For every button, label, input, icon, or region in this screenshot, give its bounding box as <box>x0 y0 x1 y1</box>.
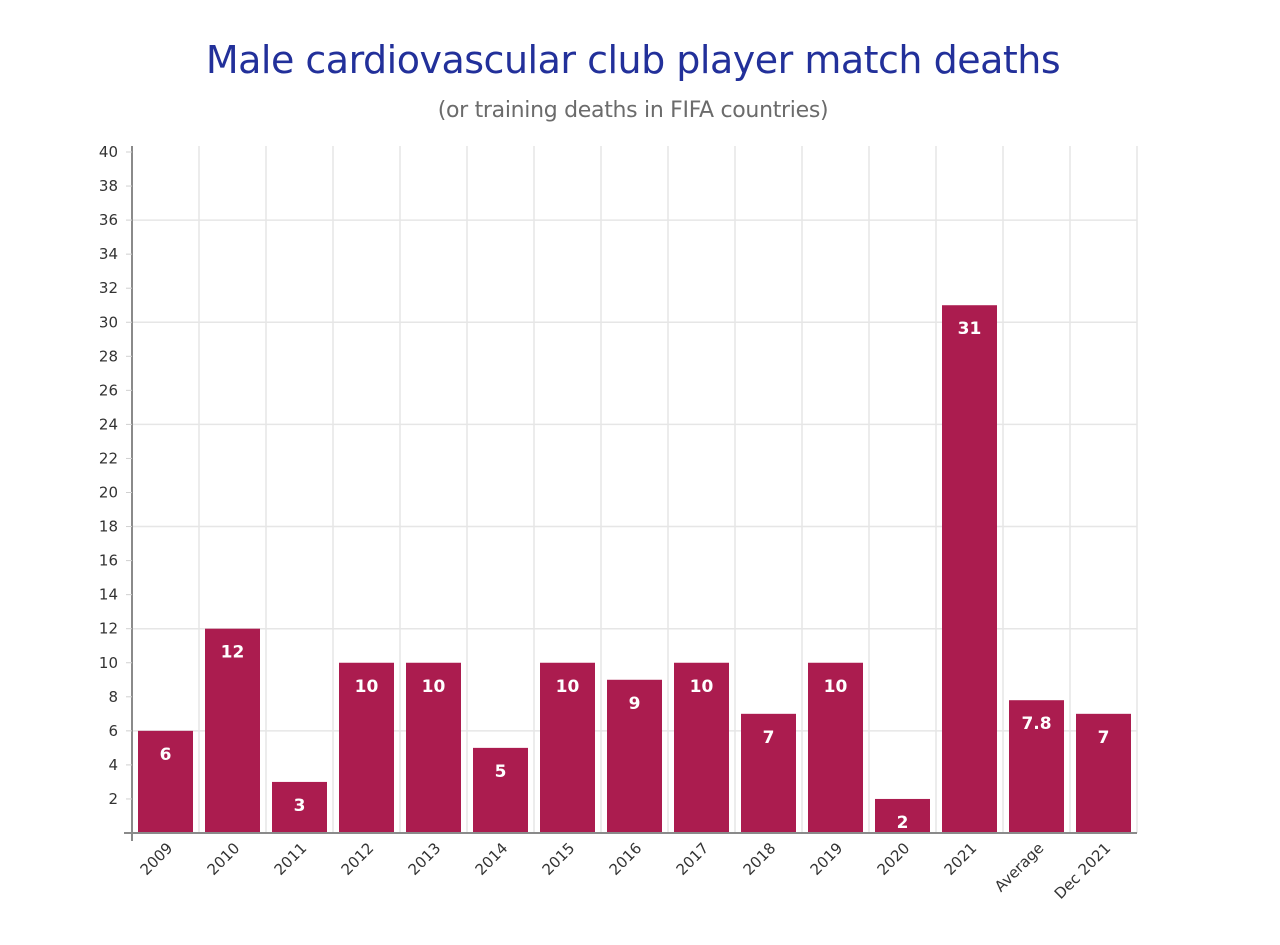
x-tick-label: 2010 <box>204 839 244 879</box>
bar <box>406 662 461 833</box>
data-label: 31 <box>958 319 982 339</box>
y-tick-label: 20 <box>99 484 118 502</box>
x-tick-label: 2013 <box>405 839 445 879</box>
y-tick-label: 14 <box>99 586 118 604</box>
bar <box>272 781 327 833</box>
bar <box>942 305 997 834</box>
bar <box>339 662 394 833</box>
x-axis-ticks: 2009 2010 2011 2012 2013 2014 2015 2016 2017 2018… <box>137 839 1115 903</box>
bar <box>473 747 528 833</box>
y-tick-label: 8 <box>108 688 118 706</box>
x-tick-label: 2015 <box>539 839 579 879</box>
y-tick-label: 24 <box>99 415 118 433</box>
x-tick-label: 2012 <box>338 839 378 879</box>
bar <box>1076 713 1131 833</box>
bar <box>741 713 796 833</box>
y-tick-label: 18 <box>99 518 118 536</box>
chart-subtitle: (or training deaths in FIFA countries) <box>437 98 829 123</box>
data-label: 2 <box>897 813 909 833</box>
data-label: 7.8 <box>1021 714 1051 734</box>
x-tick-label: 2019 <box>807 839 847 879</box>
x-tick-label: 2014 <box>472 839 512 879</box>
y-tick-label: 26 <box>99 381 118 399</box>
data-labels: 6 12 3 10 10 5 10 9 10 7 10 2 31 7.8 7 <box>160 319 1110 833</box>
y-tick-label: 38 <box>99 177 118 195</box>
y-tick-label: 4 <box>108 756 118 774</box>
x-tick-label: Dec 2021 <box>1051 839 1115 903</box>
data-label: 7 <box>1098 728 1110 748</box>
chart-title: Male cardiovascular club player match de… <box>205 38 1061 82</box>
data-label: 10 <box>690 677 714 697</box>
data-label: 5 <box>495 762 507 782</box>
bar <box>205 628 260 833</box>
y-tick-label: 30 <box>99 313 118 331</box>
bar <box>607 679 662 833</box>
x-tick-label: 2018 <box>740 839 780 879</box>
x-tick-label: 2016 <box>606 839 646 879</box>
bar <box>808 662 863 833</box>
data-label: 3 <box>294 796 306 816</box>
data-label: 10 <box>355 677 379 697</box>
y-tick-label: 28 <box>99 347 118 365</box>
x-tick-label: 2009 <box>137 839 177 879</box>
bar <box>875 798 930 833</box>
data-label: 9 <box>629 694 641 714</box>
bar <box>540 662 595 833</box>
y-tick-label: 16 <box>99 552 118 570</box>
y-tick-label: 34 <box>99 245 118 263</box>
x-tick-label: 2017 <box>673 839 713 879</box>
x-tick-label: 2020 <box>874 839 914 879</box>
y-tick-label: 36 <box>99 211 118 229</box>
bars <box>138 305 1131 834</box>
y-tick-label: 6 <box>108 722 118 740</box>
y-tick-label: 40 <box>99 143 118 161</box>
y-tick-label: 32 <box>99 279 118 297</box>
data-label: 10 <box>422 677 446 697</box>
y-tick-label: 10 <box>99 654 118 672</box>
x-tick-label: Average <box>991 839 1047 895</box>
x-tick-label: 2011 <box>271 839 311 879</box>
gridlines <box>132 146 1138 833</box>
data-label: 12 <box>221 643 245 663</box>
bar <box>138 730 193 833</box>
data-label: 6 <box>160 745 172 765</box>
data-label: 10 <box>556 677 580 697</box>
bar <box>674 662 729 833</box>
data-label: 7 <box>763 728 775 748</box>
bar <box>1009 700 1064 833</box>
y-tick-label: 2 <box>108 790 118 808</box>
data-label: 10 <box>824 677 848 697</box>
axes <box>124 146 1137 841</box>
y-tick-label: 12 <box>99 620 118 638</box>
x-tick-label: 2021 <box>941 839 981 879</box>
y-tick-label: 22 <box>99 449 118 467</box>
